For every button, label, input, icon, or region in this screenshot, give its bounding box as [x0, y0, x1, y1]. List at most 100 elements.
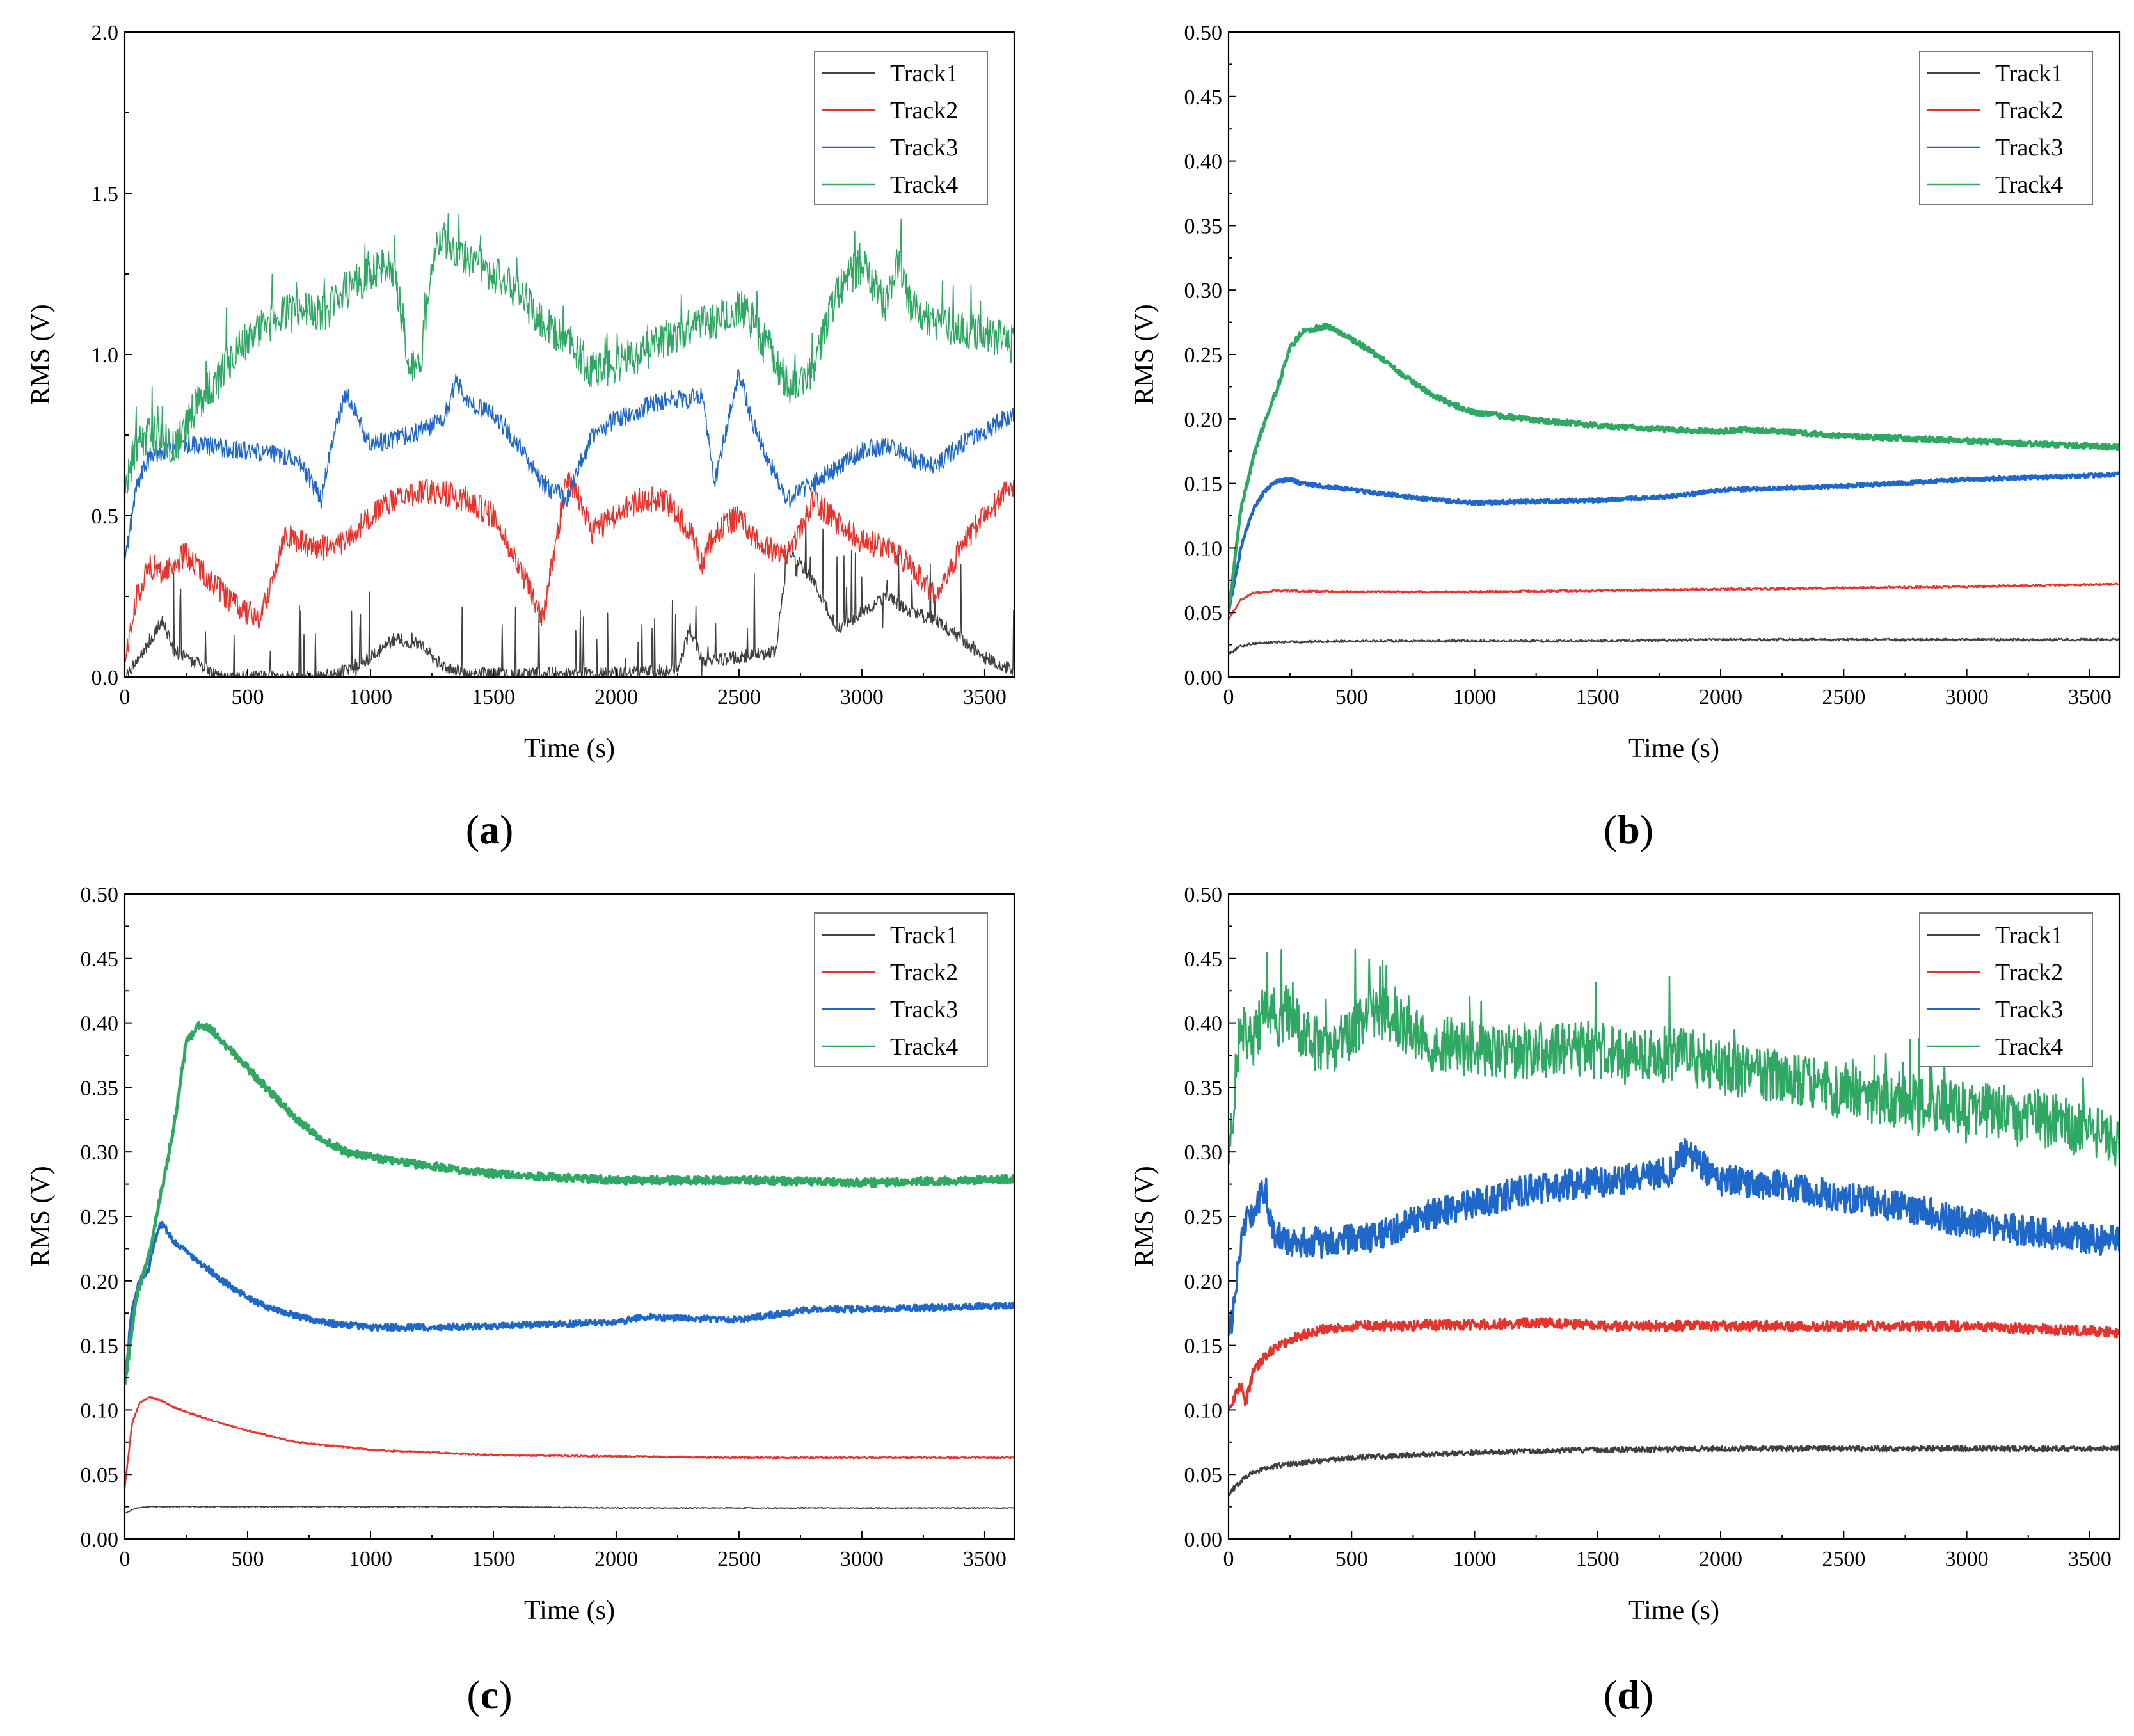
x-tick-label: 0 — [120, 1547, 131, 1571]
x-tick-label: 3500 — [2068, 685, 2112, 709]
y-tick-label: 1.0 — [92, 344, 119, 367]
y-tick-label: 0.40 — [1184, 150, 1223, 174]
y-tick-label: 0.15 — [81, 1335, 119, 1358]
x-tick-label: 3000 — [1945, 685, 1989, 709]
legend-label-track1: Track1 — [890, 60, 958, 87]
legend: Track1 Track2 Track3 Track4 — [1919, 51, 2093, 205]
legend-box — [814, 912, 988, 1067]
panel-b-letter: b — [1617, 807, 1640, 852]
y-axis-title: RMS (V) — [1130, 1166, 1159, 1267]
y-tick-label: 0.45 — [1184, 948, 1223, 971]
y-tick-label: 0.00 — [1184, 666, 1223, 690]
x-tick-label: 0 — [1223, 1547, 1234, 1571]
y-tick-label: 1.5 — [92, 182, 119, 206]
x-tick-label: 500 — [231, 1547, 264, 1571]
y-tick-label: 0.50 — [81, 883, 119, 907]
legend: Track1 Track2 Track3 Track4 — [814, 51, 988, 205]
y-tick-label: 0.30 — [1184, 279, 1223, 303]
x-tick-label: 1000 — [349, 685, 392, 709]
x-axis-title: Time (s) — [524, 734, 615, 763]
panel-d: (d) 0 500 1000 1500 2000 2500 3000 3500 0.00 0.05… — [1130, 883, 2121, 1717]
x-tick-label: 500 — [1335, 1547, 1368, 1571]
x-tick-label: 2000 — [594, 1547, 638, 1571]
panel-c-letter: c — [481, 1672, 498, 1717]
panel-c: (c) 0 500 1000 1500 2000 2500 3000 3500 0.00 0.05… — [26, 883, 1015, 1717]
series-group-d — [1229, 948, 2119, 1497]
legend-box — [1919, 912, 2093, 1067]
x-tick-label: 3500 — [963, 1547, 1007, 1571]
legend-label-track2: Track2 — [1995, 959, 2063, 986]
legend: Track1 Track2 Track3 Track4 — [814, 912, 988, 1067]
x-axis-title: Time (s) — [1628, 1596, 1719, 1625]
x-tick-label: 500 — [1335, 685, 1368, 709]
x-tick-label: 2500 — [1822, 1547, 1865, 1571]
legend-label-track4: Track4 — [1995, 1033, 2063, 1060]
legend-label-track1: Track1 — [1995, 922, 2063, 949]
y-tick-label: 0.00 — [1184, 1528, 1223, 1552]
series-line-track3 — [125, 1220, 1014, 1385]
panel-b-label: (b) — [1604, 807, 1653, 852]
series-line-track1 — [125, 512, 1014, 677]
x-tick-label: 500 — [231, 685, 264, 709]
y-tick-label: 0.35 — [1184, 1076, 1223, 1100]
y-tick-label: 0.10 — [81, 1399, 119, 1422]
x-tick-label: 1000 — [349, 1547, 392, 1571]
y-tick-label: 0.20 — [81, 1270, 119, 1294]
series-line-track1 — [125, 1505, 1014, 1514]
y-tick-label: 0.40 — [1184, 1012, 1223, 1036]
legend-label-track1: Track1 — [890, 922, 958, 949]
series-line-track2 — [125, 472, 1014, 662]
y-tick-label: 0.45 — [81, 948, 119, 971]
legend-label-track3: Track3 — [890, 996, 958, 1023]
x-tick-label: 2500 — [717, 1547, 761, 1571]
legend-label-track3: Track3 — [1995, 996, 2063, 1023]
x-tick-label: 2000 — [594, 685, 638, 709]
y-tick-label: 0.50 — [1184, 883, 1223, 907]
panel-a-letter: a — [479, 807, 500, 852]
y-tick-label: 0.25 — [1184, 1206, 1223, 1229]
series-line-track4 — [1229, 322, 2119, 615]
y-tick-label: 0.05 — [81, 1463, 119, 1487]
panel-d-label: (d) — [1604, 1672, 1653, 1717]
series-line-track1 — [1229, 1445, 2119, 1497]
x-tick-label: 2500 — [1822, 685, 1865, 709]
series-line-track4 — [125, 213, 1014, 494]
y-tick-label: 0.15 — [1184, 473, 1223, 497]
x-tick-label: 2000 — [1699, 1547, 1742, 1571]
y-tick-label: 0.05 — [1184, 1463, 1223, 1487]
legend-label-track4: Track4 — [890, 1033, 958, 1060]
series-line-track2 — [125, 1396, 1014, 1488]
y-tick-label: 0.10 — [1184, 1399, 1223, 1422]
panel-b: (b) 0 500 1000 1500 2000 2500 3000 3500 0.00 0.05… — [1130, 21, 2121, 852]
legend-label-track4: Track4 — [890, 171, 958, 198]
y-tick-label: 0.35 — [81, 1076, 119, 1100]
x-tick-label: 0 — [1223, 685, 1234, 709]
y-tick-label: 0.20 — [1184, 1270, 1223, 1294]
y-axis-title: RMS (V) — [1130, 304, 1159, 405]
y-tick-label: 0.25 — [1184, 344, 1223, 367]
x-tick-label: 1500 — [472, 685, 515, 709]
x-tick-label: 1500 — [1576, 1547, 1620, 1571]
series-line-track1 — [1229, 637, 2119, 656]
y-tick-label: 0.30 — [81, 1141, 119, 1165]
y-tick-label: 0.45 — [1184, 86, 1223, 109]
legend-label-track2: Track2 — [890, 959, 958, 986]
x-tick-label: 2000 — [1699, 685, 1742, 709]
x-tick-label: 1000 — [1453, 685, 1497, 709]
y-tick-label: 0.35 — [1184, 214, 1223, 238]
y-tick-label: 0.30 — [1184, 1141, 1223, 1165]
y-tick-label: 0.00 — [81, 1528, 119, 1552]
legend-box — [1919, 51, 2093, 205]
panel-a-label: (a) — [466, 807, 514, 852]
y-tick-label: 2.0 — [92, 21, 119, 45]
series-line-track2 — [1229, 582, 2119, 621]
x-tick-label: 3500 — [2068, 1547, 2112, 1571]
x-tick-label: 2500 — [717, 685, 761, 709]
x-tick-label: 3000 — [840, 1547, 884, 1571]
series-line-track3 — [1229, 471, 2119, 615]
panel-c-label: (c) — [466, 1672, 512, 1717]
x-axis-title: Time (s) — [524, 1596, 615, 1625]
legend-label-track4: Track4 — [1995, 171, 2063, 198]
x-tick-label: 3500 — [963, 685, 1007, 709]
